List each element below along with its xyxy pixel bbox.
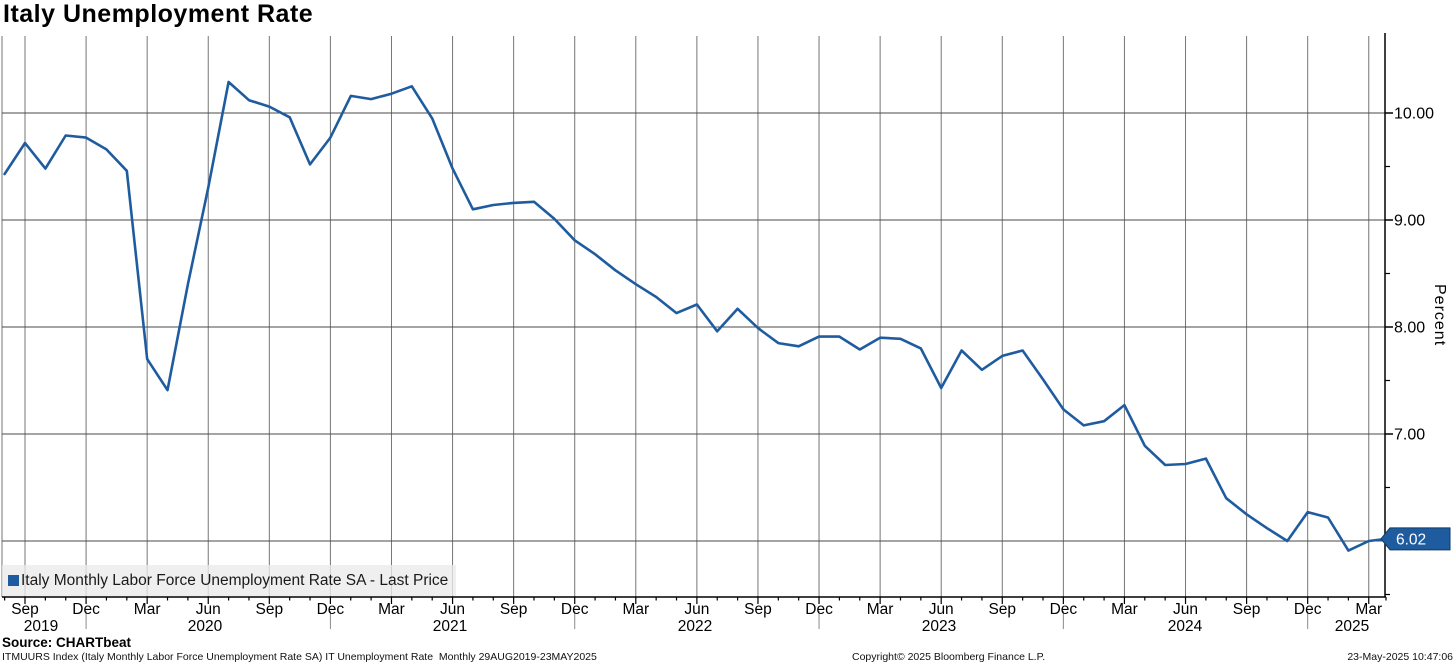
x-axis-year-label: 2023 — [922, 618, 956, 635]
x-axis-tick-label: Jun — [684, 601, 709, 618]
x-axis-tick-label: Dec — [72, 601, 100, 618]
source-line: Source: CHARTbeat — [2, 635, 132, 650]
x-axis-tick-label: Sep — [11, 601, 39, 618]
x-axis-tick-label: Mar — [378, 601, 405, 618]
x-axis-year-label: 2024 — [1168, 618, 1203, 635]
x-axis-tick-label: Dec — [1294, 601, 1322, 618]
x-axis-tick-label: Mar — [1111, 601, 1138, 618]
x-axis-tick-label: Sep — [256, 601, 284, 618]
x-axis-tick-label: Sep — [744, 601, 772, 618]
x-axis-tick-label: Mar — [622, 601, 649, 618]
y-axis-tick-label: 7.00 — [1394, 427, 1425, 444]
x-axis-tick-label: Dec — [1050, 601, 1078, 618]
y-axis-tick-label: 8.00 — [1394, 320, 1425, 337]
x-axis-tick-label: Dec — [561, 601, 589, 618]
x-axis-tick-label: Mar — [867, 601, 894, 618]
last-price-value: 6.02 — [1396, 531, 1426, 548]
security-description-line: ITMUURS Index (Italy Monthly Labor Force… — [2, 651, 597, 663]
x-axis-year-label: 2020 — [188, 618, 223, 635]
x-axis-tick-label: Dec — [805, 601, 833, 618]
legend-series-swatch-icon — [8, 575, 19, 586]
x-axis-tick-label: Jun — [440, 601, 465, 618]
x-axis-year-label: 2019 — [24, 618, 58, 635]
x-axis-tick-label: Jun — [196, 601, 221, 618]
x-axis-year-label: 2021 — [433, 618, 467, 635]
x-axis-year-label: 2025 — [1335, 618, 1369, 635]
unemployment-rate-line[interactable] — [3, 80, 1388, 552]
legend-series-label: Italy Monthly Labor Force Unemployment R… — [21, 571, 449, 589]
y-axis-tick-label: 10.00 — [1394, 106, 1434, 123]
x-axis-tick-label: Sep — [988, 601, 1016, 618]
x-axis-tick-label: Dec — [317, 601, 345, 618]
chart-title: Italy Unemployment Rate — [3, 0, 314, 28]
x-axis-tick-label: Mar — [1355, 601, 1382, 618]
x-axis-tick-label: Jun — [1173, 601, 1198, 618]
x-axis-tick-label: Sep — [1233, 601, 1261, 618]
y-axis-unit-label: Percent — [1431, 284, 1448, 347]
timestamp: 23-May-2025 10:47:06 — [1347, 651, 1453, 663]
x-axis-tick-label: Jun — [929, 601, 954, 618]
x-axis-year-label: 2022 — [678, 618, 712, 635]
x-axis-tick-label: Sep — [500, 601, 528, 618]
legend[interactable]: Italy Monthly Labor Force Unemployment R… — [2, 565, 456, 596]
copyright-line: Copyright© 2025 Bloomberg Finance L.P. — [852, 651, 1046, 663]
x-axis-tick-label: Mar — [134, 601, 161, 618]
y-axis-tick-label: 9.00 — [1394, 213, 1425, 230]
last-price-badge — [1380, 527, 1451, 551]
